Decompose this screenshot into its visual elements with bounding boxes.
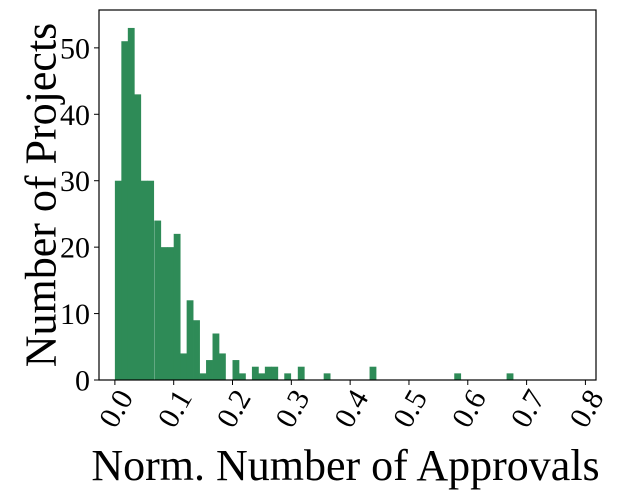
x-axis: 0.0 0.1 0.2 0.3 0.4 0.5 0.6 0.7 0.8 (93, 380, 611, 433)
histogram-bar-14 (206, 360, 213, 380)
histogram-bar-13 (199, 373, 207, 380)
histogram-bar-17 (232, 360, 240, 380)
histogram-bar-25 (323, 373, 331, 380)
x-tick-label-4: 0.4 (328, 384, 375, 433)
histogram-bar-20 (258, 373, 266, 380)
plot-frame (98, 9, 597, 381)
y-tick-label-0: 0 (75, 365, 90, 398)
histogram-bar-26 (369, 366, 377, 380)
x-tick-label-6: 0.6 (446, 384, 493, 433)
histogram-bar-22 (271, 366, 279, 380)
histogram-bar-4 (140, 180, 148, 380)
histogram-bar-9 (173, 233, 181, 380)
histogram-bar-16 (218, 353, 226, 380)
histogram-bar-12 (193, 320, 200, 380)
histogram-bar-21 (264, 366, 272, 380)
histogram-bar-27 (454, 373, 462, 380)
x-tick-label-0: 0.0 (93, 384, 140, 433)
y-tick-label-4: 40 (60, 99, 90, 132)
histogram-bar-23 (284, 373, 292, 380)
histogram-bar-1 (121, 41, 129, 380)
x-tick-label-7: 0.7 (504, 384, 551, 433)
histogram-bar-2 (127, 27, 135, 380)
histogram-bar-7 (160, 247, 168, 380)
x-tick-label-1: 0.1 (152, 384, 199, 433)
y-tick-label-2: 20 (60, 232, 90, 265)
histogram-bar-28 (506, 373, 514, 380)
y-tick-label-3: 30 (60, 165, 90, 198)
y-tick-label-1: 10 (60, 298, 90, 331)
histogram-bar-5 (147, 180, 155, 380)
histogram-bar-11 (186, 300, 194, 380)
histogram-bar-18 (238, 373, 246, 380)
y-axis: 0 10 20 30 40 50 (60, 32, 99, 398)
y-tick-label-5: 50 (60, 32, 90, 65)
x-axis-label: Norm. Number of Approvals (91, 441, 599, 490)
histogram-bar-10 (180, 353, 187, 380)
x-tick-label-8: 0.8 (563, 384, 610, 433)
histogram-bar-6 (154, 220, 162, 380)
y-axis-label: Number of Projects (16, 23, 65, 368)
histogram-bar-0 (114, 180, 122, 380)
histogram-bar-24 (297, 366, 305, 380)
x-tick-label-5: 0.5 (387, 384, 434, 433)
x-tick-label-3: 0.3 (269, 384, 316, 433)
histogram-bar-3 (134, 94, 142, 381)
histogram-bar-19 (251, 366, 259, 380)
x-tick-label-2: 0.2 (210, 384, 257, 433)
histogram-bar-8 (167, 247, 175, 380)
bars-group (114, 27, 514, 381)
histogram-bar-15 (212, 333, 220, 380)
